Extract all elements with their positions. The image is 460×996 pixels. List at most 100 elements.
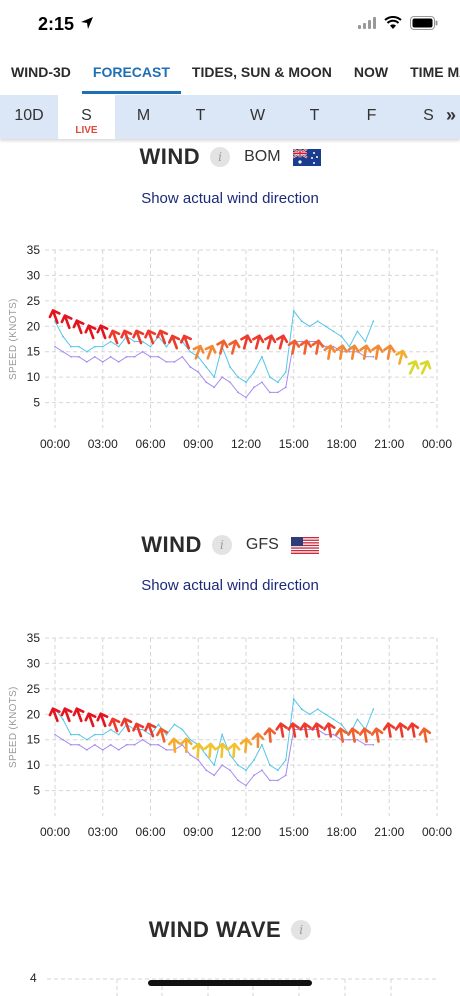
mean-point: [70, 355, 72, 358]
tab-wind-3d[interactable]: WIND-3D: [11, 64, 71, 80]
show-actual-wind-direction-link[interactable]: Show actual wind direction: [141, 577, 319, 594]
more-days-chevron-icon[interactable]: »: [445, 105, 456, 125]
tab-forecast[interactable]: FORECAST: [81, 52, 181, 94]
wind-arrow: [48, 309, 61, 324]
tab-now[interactable]: NOW: [353, 64, 389, 80]
mean-point: [245, 784, 247, 787]
gust-point: [157, 723, 160, 726]
mean-point: [157, 355, 160, 358]
mean-point: [117, 360, 120, 363]
y-tick-label: 35: [27, 243, 41, 257]
y-tick-label: 25: [27, 682, 41, 696]
gust-point: [340, 335, 343, 338]
tab-tides-sun-moon[interactable]: TIDES, SUN & MOON: [191, 64, 332, 80]
gust-point: [253, 759, 255, 761]
gust-point: [117, 345, 120, 348]
mean-point: [253, 774, 255, 777]
wind-arrow: [96, 324, 109, 340]
mean-point: [62, 350, 64, 353]
wind-chart-gfs-svg: 5 10 15 20 25 30 35 00:00 03:00 06:00 09:00 12:00 15…: [27, 631, 453, 839]
wind-arrow: [144, 329, 157, 345]
day-10d[interactable]: 10D: [0, 95, 58, 139]
tab-time-machine[interactable]: TIME MAC: [410, 64, 460, 80]
mean-point: [284, 774, 287, 777]
gust-point: [101, 733, 104, 736]
mean-point: [109, 743, 112, 746]
gust-point: [93, 733, 96, 736]
day-label: M: [136, 107, 151, 124]
gust-point: [189, 738, 192, 741]
day-tuesday[interactable]: T: [172, 95, 229, 139]
mean-point: [372, 743, 375, 746]
y-tick-label: 10: [27, 370, 41, 384]
wind-arrow: [168, 334, 181, 350]
mean-point: [213, 386, 216, 389]
mean-point: [308, 728, 311, 731]
gust-point: [229, 754, 231, 756]
status-icons: [358, 16, 438, 30]
wind-arrow: [275, 334, 289, 350]
wind-arrow: [287, 722, 300, 738]
mean-point: [348, 738, 351, 741]
y-tick-label: 20: [27, 319, 41, 333]
wind-arrow: [252, 334, 265, 350]
mean-point: [229, 769, 231, 772]
mean-point: [205, 381, 208, 384]
wind-arrow: [358, 727, 372, 743]
gust-point: [268, 764, 271, 767]
x-tick-label: 00:00: [422, 437, 452, 451]
day-label: F: [366, 107, 377, 124]
info-icon[interactable]: i: [211, 535, 232, 555]
mean-point: [332, 733, 335, 736]
mean-point: [149, 743, 152, 746]
gust-point: [93, 345, 96, 348]
y-tick-label: 10: [27, 758, 41, 772]
live-badge: LIVE: [75, 125, 98, 136]
gust-point: [245, 769, 247, 772]
wind-arrow: [418, 727, 432, 743]
y-tick-label: 5: [33, 784, 40, 798]
wind-arrow: [179, 334, 192, 350]
mean-point: [157, 743, 160, 746]
gust-point: [205, 754, 208, 756]
wind-arrow: [239, 737, 253, 754]
y-tick-label: 4: [30, 971, 37, 985]
mean-point: [62, 738, 64, 741]
day-monday[interactable]: M: [115, 95, 172, 139]
wind-arrow: [311, 722, 324, 738]
wind-arrow: [72, 319, 85, 335]
show-actual-wind-direction-link[interactable]: Show actual wind direction: [141, 190, 319, 207]
y-tick-label: 5: [33, 396, 40, 410]
wind-arrow: [227, 742, 241, 759]
mean-point: [117, 748, 120, 751]
info-icon[interactable]: i: [291, 920, 312, 940]
mean-point: [109, 355, 112, 358]
day-sunday[interactable]: S LIVE: [58, 95, 115, 139]
gust-point: [77, 733, 80, 736]
x-tick-label: 18:00: [326, 825, 356, 839]
gust-point: [276, 381, 279, 384]
day-thursday[interactable]: T: [286, 95, 343, 139]
day-friday[interactable]: F: [343, 95, 400, 139]
mean-point: [229, 381, 231, 384]
wind-arrow: [156, 727, 169, 743]
info-icon[interactable]: i: [210, 147, 231, 167]
wind-arrow: [180, 737, 193, 754]
mean-point: [205, 769, 208, 772]
wind-arrow: [347, 727, 360, 743]
gust-point: [268, 376, 271, 379]
wind-arrow: [299, 339, 313, 355]
wind-arrow: [275, 722, 288, 738]
day-wednesday[interactable]: W: [229, 95, 286, 139]
x-tick-label: 15:00: [279, 825, 309, 839]
wind-chart-gfs: SPEED (KNOTS) 5 10 15 20 25 30 35 00:00 03:00 06:…: [0, 628, 460, 858]
wind-arrow: [394, 722, 408, 738]
x-tick-label: 09:00: [183, 825, 213, 839]
mean-point: [364, 743, 367, 746]
day-saturday[interactable]: S: [400, 95, 457, 139]
wind-arrow: [395, 349, 408, 365]
wind-arrow: [382, 722, 396, 738]
x-tick-label: 00:00: [40, 437, 70, 451]
wind-arrow: [48, 707, 61, 723]
mean-point: [300, 340, 303, 343]
